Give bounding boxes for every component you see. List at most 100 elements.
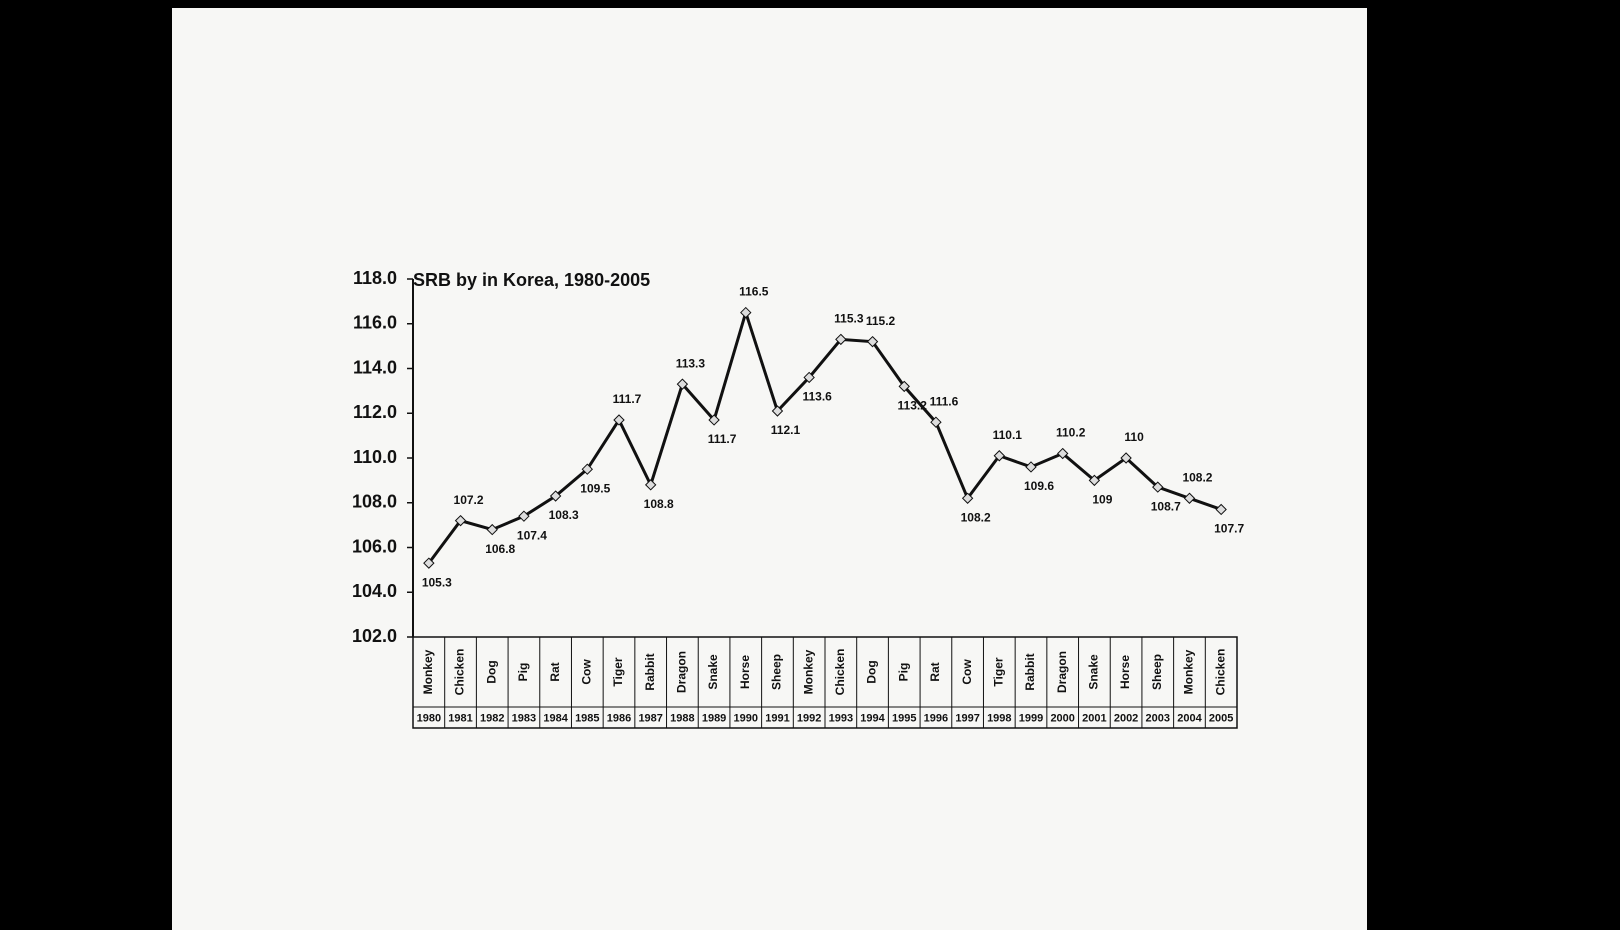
marker <box>613 414 625 426</box>
y-tick-label: 110.0 <box>353 447 397 467</box>
value-label: 113.6 <box>802 390 832 404</box>
y-tick-label: 104.0 <box>352 581 397 601</box>
marker <box>1183 492 1196 504</box>
zodiac-label: Dog <box>865 660 879 683</box>
zodiac-label: Pig <box>896 663 910 682</box>
value-label: 107.7 <box>1214 522 1244 536</box>
value-label: 109 <box>1092 493 1112 507</box>
x-tick-label: 1982 <box>480 712 504 724</box>
zodiac-label: Monkey <box>801 649 815 694</box>
value-label: 105.3 <box>422 575 452 589</box>
x-tick-label: 1990 <box>734 712 758 724</box>
marker <box>740 306 752 319</box>
zodiac-label: Monkey <box>1182 649 1196 694</box>
zodiac-label: Dragon <box>675 651 689 693</box>
x-tick-label: 2005 <box>1209 712 1233 724</box>
zodiac-label: Pig <box>516 663 530 682</box>
zodiac-label: Chicken <box>453 649 467 696</box>
marker <box>1088 474 1101 487</box>
value-label: 111.7 <box>708 432 737 446</box>
marker <box>771 405 784 417</box>
zodiac-label: Horse <box>738 655 752 689</box>
x-tick-label: 2001 <box>1082 712 1106 724</box>
zodiac-label: Chicken <box>1213 649 1227 696</box>
value-label: 109.5 <box>580 481 610 495</box>
zodiac-label: Tiger <box>991 657 1005 686</box>
value-label: 110.2 <box>1056 426 1086 440</box>
zodiac-label: Snake <box>1087 654 1101 690</box>
value-label: 109.6 <box>1024 479 1054 493</box>
value-label: 111.6 <box>930 394 959 408</box>
marker <box>961 492 974 504</box>
y-tick-label: 112.0 <box>353 402 397 422</box>
zodiac-label: Rat <box>928 662 942 681</box>
x-tick-label: 2004 <box>1177 712 1202 724</box>
x-tick-label: 1986 <box>607 712 631 724</box>
zodiac-label: Dog <box>484 660 498 683</box>
zodiac-label: Cow <box>579 659 593 685</box>
value-label: 108.2 <box>961 510 991 524</box>
paper <box>172 8 1367 930</box>
marker <box>423 557 435 569</box>
x-tick-label: 1992 <box>797 712 821 724</box>
value-label: 115.3 <box>834 312 864 326</box>
x-tick-label: 1981 <box>448 712 472 724</box>
zodiac-label: Rabbit <box>643 653 657 690</box>
marker <box>549 490 562 502</box>
zodiac-label: Sheep <box>1150 654 1164 690</box>
value-label: 108.8 <box>644 497 674 511</box>
zodiac-label: Dragon <box>1055 651 1069 693</box>
marker <box>1056 447 1069 460</box>
marker <box>1215 503 1227 516</box>
y-tick-label: 116.0 <box>353 313 397 333</box>
zodiac-label: Horse <box>1118 655 1132 689</box>
x-tick-label: 1991 <box>765 712 789 724</box>
x-tick-label: 1989 <box>702 712 726 724</box>
marker <box>866 335 879 348</box>
zodiac-label: Rat <box>548 662 562 681</box>
marker <box>518 510 530 522</box>
value-label: 110.1 <box>993 428 1023 442</box>
chart-title: SRB by in Korea, 1980-2005 <box>413 270 650 290</box>
marker <box>898 380 910 393</box>
marker <box>993 450 1006 462</box>
data-line <box>427 307 1222 565</box>
value-label: 112.1 <box>771 423 801 437</box>
value-label: 108.7 <box>1151 499 1181 513</box>
marker <box>1025 461 1037 473</box>
x-tick-label: 1987 <box>638 712 662 724</box>
zodiac-label: Monkey <box>421 649 435 694</box>
x-tick-label: 1993 <box>829 712 853 724</box>
marker <box>1120 452 1132 464</box>
zodiac-label: Cow <box>960 659 974 685</box>
zodiac-label: Rabbit <box>1023 653 1037 690</box>
marker <box>644 479 657 491</box>
marker <box>930 416 942 428</box>
value-label: 107.2 <box>454 493 484 507</box>
x-tick-label: 1998 <box>987 712 1011 724</box>
marker <box>803 371 815 384</box>
x-tick-label: 1980 <box>417 712 441 724</box>
x-tick-label: 2002 <box>1114 712 1138 724</box>
x-tick-label: 1997 <box>955 712 979 724</box>
value-label: 111.7 <box>613 392 642 406</box>
value-label: 107.4 <box>517 528 547 542</box>
value-label: 113.2 <box>898 399 928 413</box>
zodiac-label: Tiger <box>611 657 625 686</box>
value-label: 115.2 <box>866 314 896 328</box>
zodiac-label: Chicken <box>833 649 847 696</box>
x-tick-label: 2003 <box>1146 712 1170 724</box>
value-label: 106.8 <box>485 542 515 556</box>
x-tick-label: 2000 <box>1050 712 1074 724</box>
value-label: 116.5 <box>739 285 769 299</box>
marker <box>835 333 847 346</box>
x-tick-label: 1999 <box>1019 712 1043 724</box>
y-tick-label: 114.0 <box>353 357 397 377</box>
value-label: 110 <box>1124 430 1144 444</box>
y-tick-label: 108.0 <box>352 492 397 512</box>
x-tick-label: 1984 <box>543 712 568 724</box>
marker <box>581 463 594 475</box>
x-tick-label: 1985 <box>575 712 599 724</box>
